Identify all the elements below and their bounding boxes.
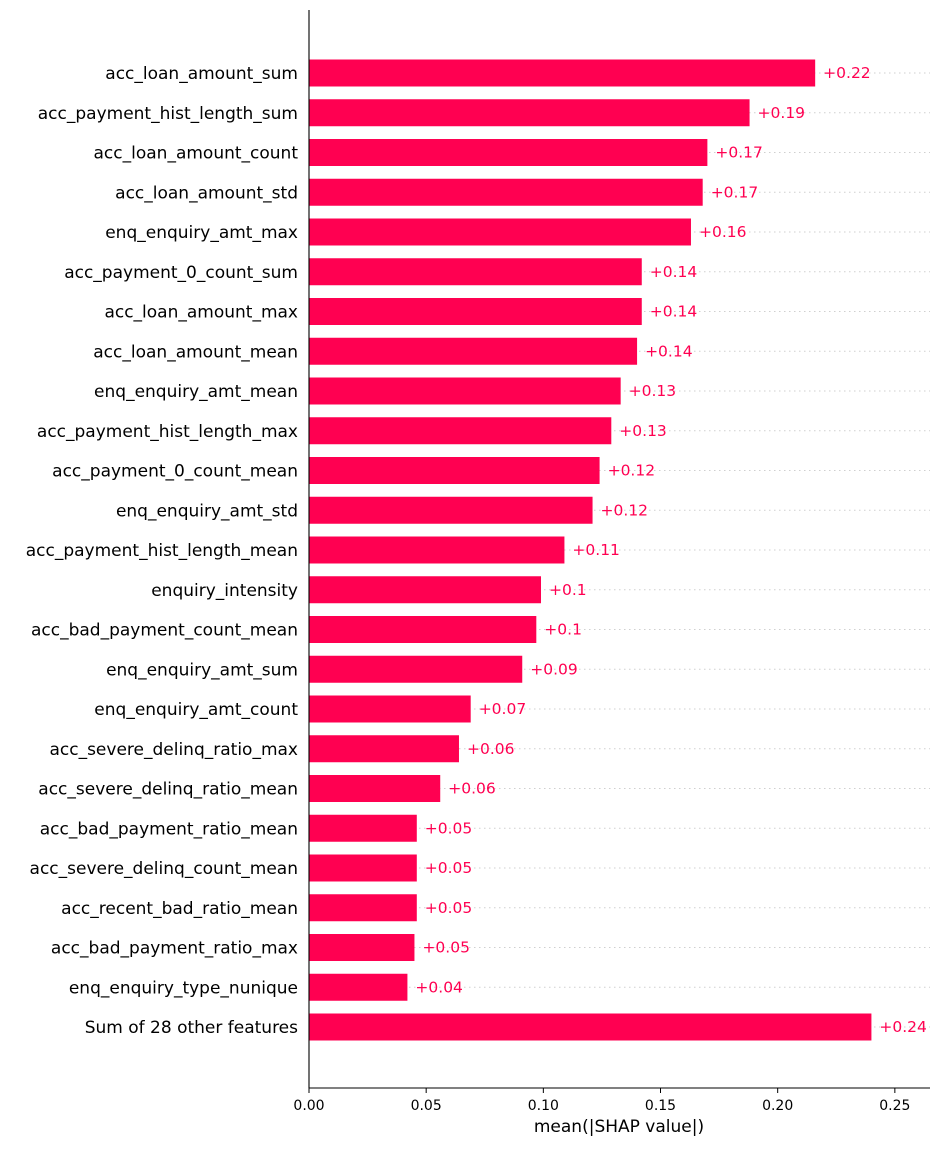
x-tick-label: 0.00 [293, 1098, 324, 1114]
category-label: acc_recent_bad_ratio_mean [61, 899, 298, 919]
value-label: +0.19 [758, 104, 806, 122]
bar [309, 616, 537, 643]
category-label: acc_loan_amount_std [115, 183, 298, 203]
value-label: +0.05 [425, 899, 473, 917]
value-label: +0.1 [549, 581, 587, 599]
bar [309, 59, 816, 87]
category-label: acc_severe_delinq_ratio_mean [38, 780, 298, 800]
category-label: acc_bad_payment_ratio_mean [40, 819, 298, 839]
x-axis-label: mean(|SHAP value|) [534, 1117, 704, 1137]
category-label: acc_payment_hist_length_mean [26, 541, 298, 561]
category-label: acc_severe_delinq_count_mean [30, 859, 298, 879]
bar [309, 258, 642, 286]
category-label: enq_enquiry_amt_sum [106, 660, 298, 680]
category-label: enq_enquiry_amt_std [116, 501, 298, 521]
x-tick-label: 0.15 [645, 1098, 676, 1114]
value-label: +0.12 [601, 501, 649, 519]
value-label: +0.17 [711, 183, 759, 201]
category-label: enq_enquiry_amt_count [94, 700, 298, 720]
category-label-layer: acc_loan_amount_sum acc_payment_hist_leng… [26, 64, 299, 1038]
value-label: +0.12 [608, 462, 656, 480]
value-label: +0.14 [650, 303, 698, 321]
bar [309, 536, 565, 564]
bar [309, 695, 471, 723]
category-label: enq_enquiry_type_nunique [69, 978, 298, 998]
value-label: +0.05 [422, 939, 470, 957]
value-label: +0.17 [715, 144, 763, 162]
value-label: +0.1 [544, 621, 582, 639]
category-label: Sum of 28 other features [85, 1018, 298, 1038]
bar [309, 934, 415, 961]
bar [309, 735, 459, 763]
value-label: +0.09 [530, 660, 578, 678]
value-label: +0.06 [448, 780, 496, 798]
bar [309, 337, 638, 365]
bar [309, 298, 642, 325]
category-label: acc_loan_amount_count [94, 144, 299, 164]
bar [309, 178, 703, 206]
xtick-layer: 0.00 0.05 0.10 0.15 0.20 0.25 [293, 1088, 910, 1114]
value-label: +0.06 [467, 740, 515, 758]
x-tick-label: 0.20 [762, 1098, 793, 1114]
value-label: +0.05 [425, 859, 473, 877]
category-label: acc_payment_0_count_sum [64, 263, 298, 283]
x-tick-label: 0.05 [411, 1098, 442, 1114]
bar [309, 139, 708, 166]
value-label: +0.16 [699, 223, 747, 241]
category-label: acc_payment_hist_length_sum [38, 104, 298, 124]
bar [309, 576, 541, 604]
bar [309, 496, 593, 524]
bar [309, 1013, 872, 1041]
value-label: +0.13 [629, 382, 677, 400]
value-label: +0.24 [879, 1018, 927, 1036]
bar [309, 854, 417, 882]
bar [309, 99, 750, 127]
value-label: +0.11 [572, 541, 620, 559]
category-label: acc_loan_amount_mean [93, 342, 298, 362]
bar [309, 377, 621, 405]
category-label: acc_severe_delinq_ratio_max [49, 740, 298, 760]
axis-layer: 0.00 0.05 0.10 0.15 0.20 0.25 mean(|SHAP valu… [293, 10, 930, 1137]
category-label: acc_loan_amount_sum [105, 64, 298, 84]
x-tick-label: 0.10 [528, 1098, 559, 1114]
category-label: enq_enquiry_amt_max [105, 223, 298, 243]
bar [309, 457, 600, 484]
bar [309, 973, 408, 1001]
value-label: +0.14 [645, 342, 693, 360]
value-label: +0.04 [415, 978, 463, 996]
bar [309, 417, 612, 445]
bar-layer [309, 59, 872, 1041]
value-label: +0.05 [425, 819, 473, 837]
x-tick-label: 0.25 [879, 1098, 910, 1114]
bar [309, 814, 417, 842]
bar [309, 218, 691, 246]
bar [309, 655, 523, 683]
bar [309, 894, 417, 922]
category-label: enquiry_intensity [151, 581, 298, 601]
category-label: acc_payment_hist_length_max [37, 422, 298, 442]
bar [309, 775, 441, 802]
category-label: acc_bad_payment_count_mean [31, 621, 298, 641]
value-label: +0.22 [823, 64, 871, 82]
value-label: +0.14 [650, 263, 698, 281]
value-label: +0.13 [619, 422, 667, 440]
category-label: acc_payment_0_count_mean [52, 462, 298, 482]
value-label: +0.07 [479, 700, 527, 718]
value-label-layer: +0.22 +0.19 +0.17 +0.17 +0.16 +0.14 +0.14 +0.14… [415, 64, 926, 1036]
category-label: acc_loan_amount_max [104, 303, 298, 323]
category-label: acc_bad_payment_ratio_max [51, 939, 298, 959]
category-label: enq_enquiry_amt_mean [94, 382, 298, 402]
